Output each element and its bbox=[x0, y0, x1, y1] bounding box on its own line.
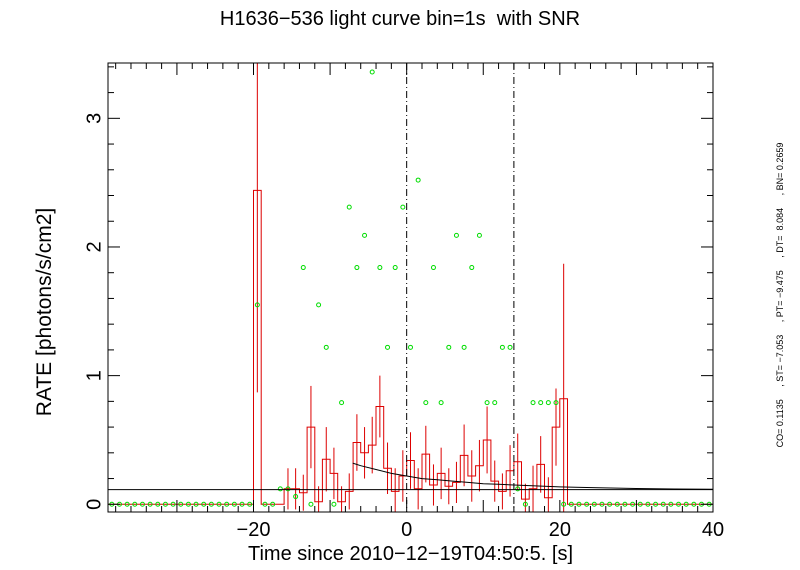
fit-curve bbox=[352, 462, 714, 490]
snr-point bbox=[293, 494, 299, 500]
snr-point bbox=[408, 344, 413, 350]
snr-point bbox=[339, 400, 345, 406]
snr-point bbox=[155, 501, 161, 507]
snr-point bbox=[247, 501, 253, 507]
snr-point bbox=[239, 501, 245, 507]
rate-series bbox=[108, 63, 713, 512]
snr-point bbox=[561, 501, 567, 507]
snr-point bbox=[262, 501, 268, 507]
snr-point bbox=[178, 501, 184, 507]
snr-point bbox=[599, 501, 605, 507]
snr-point bbox=[147, 501, 153, 507]
snr-point bbox=[346, 204, 352, 210]
snr-point bbox=[216, 501, 222, 507]
snr-point bbox=[691, 501, 697, 507]
snr-point bbox=[499, 344, 505, 350]
snr-point bbox=[132, 501, 138, 507]
snr-point bbox=[469, 265, 475, 271]
snr-point bbox=[446, 344, 452, 350]
marker-lines bbox=[406, 63, 515, 512]
snr-point bbox=[415, 177, 421, 183]
snr-point bbox=[637, 501, 643, 507]
snr-point bbox=[630, 501, 636, 507]
snr-point bbox=[453, 232, 459, 238]
axis-ticks: −20 0 20 40 0 1 2 3 bbox=[83, 63, 724, 541]
snr-point bbox=[193, 501, 199, 507]
snr-point bbox=[423, 400, 429, 406]
snr-point bbox=[553, 400, 559, 406]
snr-point bbox=[653, 501, 659, 507]
snr-point bbox=[530, 400, 536, 406]
snr-point bbox=[522, 501, 528, 507]
snr-point bbox=[285, 486, 291, 492]
snr-point bbox=[660, 501, 666, 507]
x-axis-label: Time since 2010−12−19T04:50:5. [s] bbox=[247, 543, 574, 565]
snr-point bbox=[323, 344, 329, 350]
snr-point bbox=[614, 501, 620, 507]
snr-point bbox=[476, 232, 482, 238]
snr-point bbox=[668, 501, 674, 507]
snr-point bbox=[538, 400, 544, 406]
snr-point bbox=[430, 265, 436, 271]
y-tick-label: 1 bbox=[83, 370, 105, 381]
fit-parameters-annotation: CO= 0.1135 , ST= −7.053 , PT= −9.475 , D… bbox=[775, 142, 785, 448]
snr-point bbox=[492, 400, 498, 406]
snr-point bbox=[683, 501, 689, 507]
snr-point bbox=[277, 486, 283, 492]
snr-point bbox=[676, 501, 682, 507]
snr-point bbox=[300, 265, 306, 271]
snr-point bbox=[622, 501, 628, 507]
x-tick-label: 40 bbox=[702, 519, 724, 541]
y-tick-label: 0 bbox=[83, 499, 105, 510]
snr-point bbox=[201, 501, 207, 507]
snr-point bbox=[270, 501, 276, 507]
snr-point bbox=[185, 501, 191, 507]
snr-point bbox=[545, 400, 551, 406]
plot-frame bbox=[107, 62, 714, 513]
snr-point bbox=[438, 400, 444, 406]
x-tick-label: −20 bbox=[237, 519, 271, 541]
snr-point bbox=[607, 501, 613, 507]
snr-point bbox=[400, 204, 406, 210]
snr-point bbox=[484, 400, 490, 406]
snr-point bbox=[507, 344, 513, 350]
snr-point bbox=[377, 265, 383, 271]
snr-point bbox=[576, 501, 582, 507]
snr-point bbox=[385, 344, 391, 350]
snr-point bbox=[162, 501, 168, 507]
snr-point bbox=[461, 344, 467, 350]
x-tick-label: 0 bbox=[401, 519, 412, 541]
snr-point bbox=[231, 501, 237, 507]
y-tick-label: 2 bbox=[83, 241, 105, 252]
snr-point bbox=[331, 501, 337, 507]
snr-point bbox=[392, 265, 398, 271]
snr-point bbox=[124, 501, 130, 507]
snr-point bbox=[354, 265, 360, 271]
snr-point bbox=[254, 302, 260, 308]
snr-point bbox=[584, 501, 590, 507]
y-axis-label: RATE [photons/s/cm2] bbox=[33, 207, 56, 417]
x-tick-label: 20 bbox=[549, 519, 571, 541]
snr-point bbox=[308, 501, 314, 507]
snr-point bbox=[591, 501, 597, 507]
snr-point bbox=[645, 501, 651, 507]
snr-point bbox=[170, 501, 176, 507]
snr-point bbox=[208, 501, 214, 507]
snr-point bbox=[369, 69, 375, 75]
snr-point bbox=[224, 501, 230, 507]
snr-point bbox=[316, 302, 322, 308]
snr-point bbox=[568, 501, 574, 507]
fit-series bbox=[108, 462, 714, 491]
snr-point bbox=[515, 486, 521, 492]
y-tick-label: 3 bbox=[83, 113, 105, 124]
snr-point bbox=[362, 232, 368, 238]
plot-border bbox=[107, 62, 714, 513]
snr-point bbox=[139, 501, 145, 507]
chart-title: H1636−536 light curve bin=1s with SNR bbox=[219, 8, 581, 30]
